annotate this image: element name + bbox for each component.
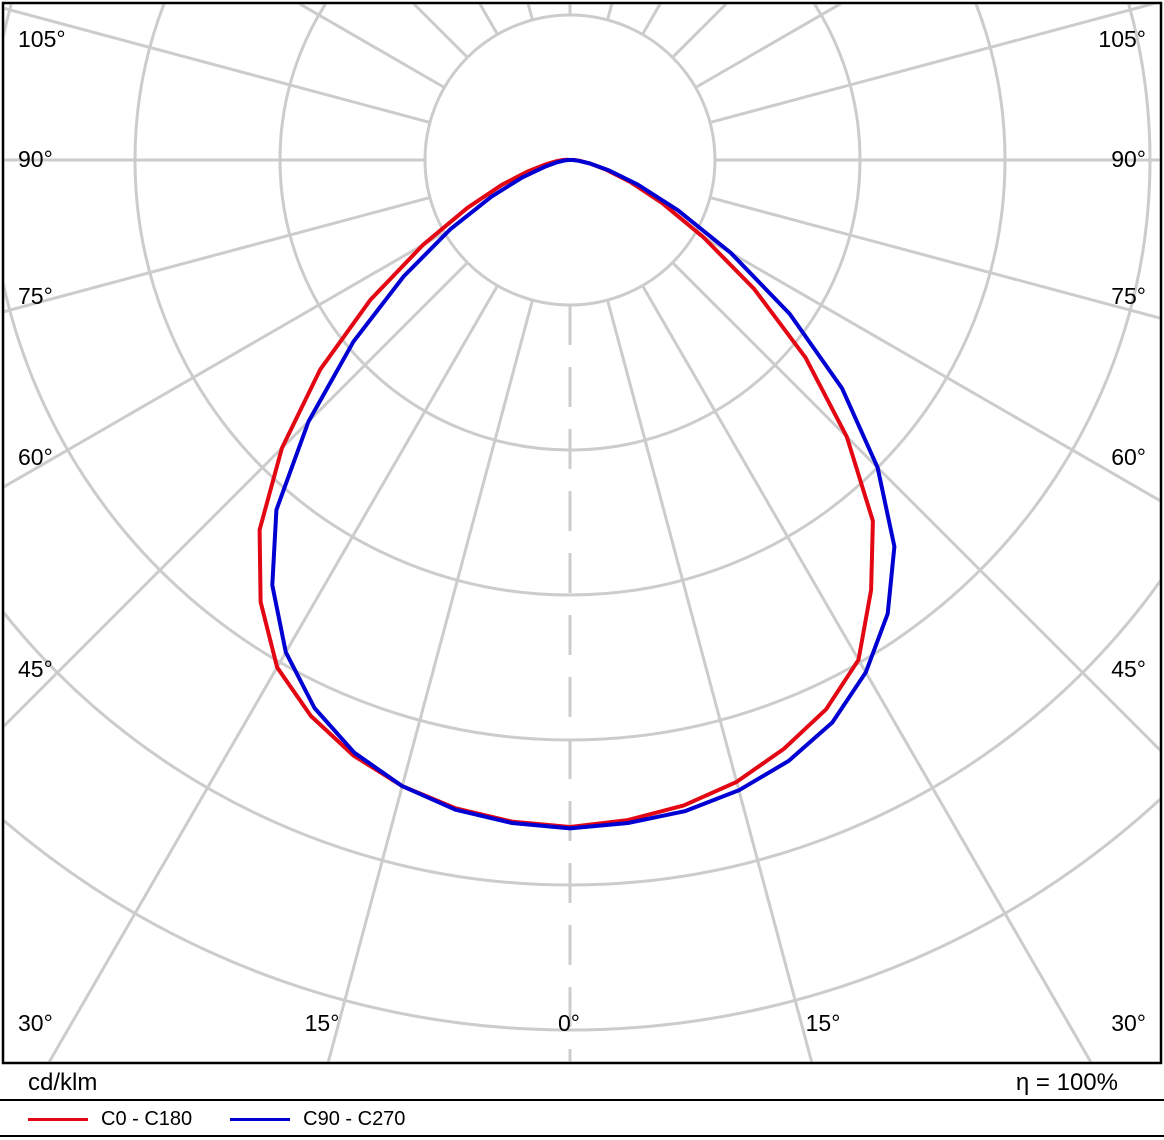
angle-label-left-90: 90°	[18, 146, 53, 172]
angle-label-left-45: 45°	[18, 656, 53, 682]
legend-swatch-c90-c270-blue	[230, 1117, 291, 1121]
angle-label-left-75: 75°	[18, 283, 53, 309]
angle-label-bottom-30-right: 30°	[1111, 1010, 1146, 1036]
curve-C90-C270	[270, 158, 897, 831]
grid-radial-line	[709, 4, 1157, 124]
grid-radial-line	[694, 231, 1160, 503]
angle-label-right-90: 90°	[1111, 146, 1146, 172]
legend-item-c0-c180: C0 - C180	[28, 1108, 192, 1131]
grid-circle	[4, 797, 1160, 1032]
legend: C0 - C180 C90 - C270	[0, 1104, 1164, 1134]
grid-radial-line	[47, 284, 499, 1062]
chart-border	[1, 1, 1163, 1065]
legend-swatch-c0-c180-red	[28, 1117, 88, 1121]
angle-label-left-60: 60°	[18, 444, 53, 470]
legend-item-c90-c270: C90 - C270	[230, 1108, 405, 1131]
angle-label-right-60: 60°	[1111, 444, 1146, 470]
angle-label-right-45: 45°	[1111, 656, 1146, 682]
legend-label-c90-c270: C90 - C270	[303, 1107, 406, 1130]
angle-label-right-105: 105°	[1098, 26, 1146, 52]
efficiency-label: η = 100%	[1015, 1069, 1118, 1096]
angle-label-bottom-15-left: 15°	[305, 1010, 340, 1036]
grid-radial-line	[4, 6, 431, 124]
angle-label-right-75: 75°	[1111, 283, 1146, 309]
grid-radial-line	[326, 299, 534, 1062]
polar-chart-canvas: 105° 90° 75° 60° 45° 105° 90° 75° 60° 45…	[1, 1, 1163, 1065]
angle-label-bottom-30-left: 30°	[18, 1010, 53, 1036]
unit-label: cd/klm	[28, 1069, 98, 1096]
angle-label-left-105: 105°	[18, 26, 66, 52]
divider-line	[0, 1099, 1164, 1101]
intensity-curves	[257, 157, 897, 831]
bottom-border-line	[0, 1135, 1164, 1137]
grid-radial-line	[709, 196, 1160, 320]
grid-radial-line	[641, 284, 1093, 1062]
angle-label-bottom-0: 0°	[558, 1010, 580, 1036]
footer-row: cd/klm η = 100%	[0, 1069, 1164, 1097]
angle-labels: 105° 90° 75° 60° 45° 105° 90° 75° 60° 45…	[18, 26, 1146, 1036]
angle-label-bottom-15-right: 15°	[806, 1010, 841, 1036]
grid-radial-line	[671, 261, 1160, 752]
grid-radial-line	[4, 196, 431, 314]
legend-label-c0-c180: C0 - C180	[101, 1107, 193, 1130]
grid-radial-line	[4, 231, 446, 489]
grid-radial-line	[606, 299, 814, 1062]
